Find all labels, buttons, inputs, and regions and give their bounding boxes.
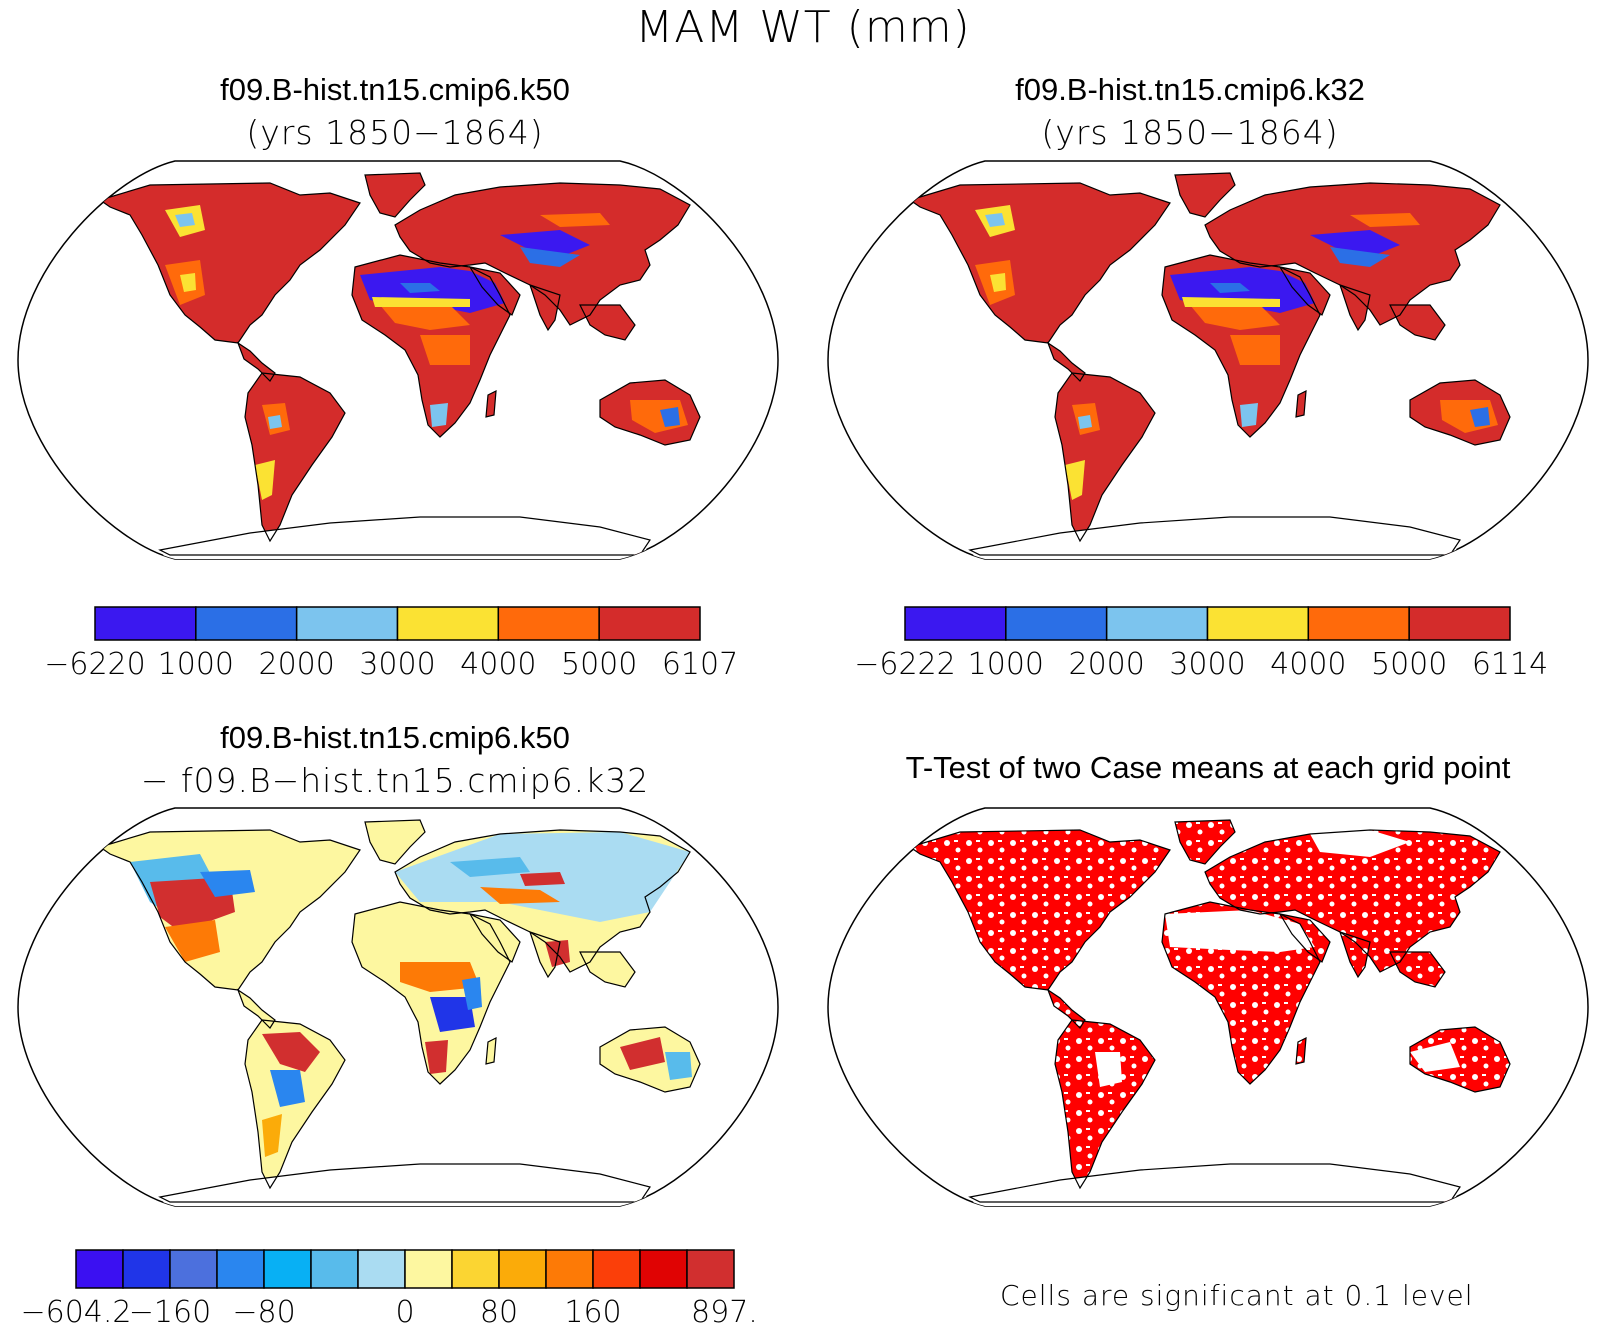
map-bottom-left [0,802,796,1217]
panel-bottom-right-title: T-Test of two Case means at each grid po… [905,750,1511,785]
colorbar-top-left-label-3: 3000 [359,647,435,682]
map-top-left [0,155,796,570]
colorbar-bottom-left-label-3: 0 [395,1295,414,1328]
colorbar-top-right-label-1: 1000 [968,647,1044,682]
significance-note: Cells are significant at 0.1 level [1000,1279,1474,1312]
colorbar-top-right-label-3: 3000 [1169,647,1245,682]
colorbar-bottom-left-swatch-5 [310,1249,359,1289]
colorbar-bottom-left-swatch-9 [498,1249,547,1289]
panel-bottom-left-subtitle: − f09.B−hist.tn15.cmip6.k32 [140,761,650,800]
colorbar-bottom-left-label-0: −604.2 [20,1295,131,1328]
colorbar-top-left-label-2: 2000 [258,647,334,682]
colorbar-bottom-left-swatch-2 [169,1249,218,1289]
figure-title: MAM WT (mm) [635,2,971,53]
colorbar-top-left-label-0: −6220 [44,647,145,682]
colorbar-bottom-left-label-4: 80 [480,1295,518,1328]
colorbar-top-left-swatch-0 [94,606,197,641]
colorbar-bottom-left-swatch-6 [357,1249,406,1289]
colorbar-top-left-label-4: 4000 [460,647,536,682]
colorbar-bottom-left-label-5: 160 [564,1295,621,1328]
colorbar-bottom-left-swatch-10 [545,1249,594,1289]
colorbar-bottom-left-label-1: −160 [129,1295,211,1328]
colorbar-top-right-label-6: 6114 [1472,647,1548,682]
colorbar-bottom-left-swatch-4 [263,1249,312,1289]
colorbar-top-left-swatch-3 [396,606,500,641]
colorbar-top-left: −6220 1000 2000 3000 4000 5000 6107 [44,606,738,682]
colorbar-top-left-swatch-2 [295,606,399,641]
map-top-right [810,155,1606,570]
panel-top-right-title: f09.B-hist.tn15.cmip6.k32 [1015,72,1365,107]
colorbar-bottom-left-swatch-12 [639,1249,688,1289]
colorbar-top-right-label-2: 2000 [1068,647,1144,682]
colorbar-top-right-swatch-5 [1408,606,1511,641]
colorbar-bottom-left-swatch-8 [451,1249,500,1289]
colorbar-bottom-left-swatch-0 [75,1249,124,1289]
map-bottom-right [810,802,1606,1217]
colorbar-top-right-swatch-4 [1307,606,1410,641]
colorbar-top-left-swatch-4 [497,606,600,641]
colorbar-bottom-left: −604.2−160 −80 0 80 160 897.7 [20,1249,760,1328]
panel-top-left-title: f09.B-hist.tn15.cmip6.k50 [220,72,570,107]
colorbar-bottom-left-swatch-1 [122,1249,171,1289]
colorbar-top-right-swatch-1 [1005,606,1108,641]
colorbar-bottom-left-swatch-7 [404,1249,453,1289]
colorbar-top-right-label-0: −6222 [854,647,955,682]
colorbar-bottom-left-swatch-13 [686,1249,735,1289]
colorbar-top-right-label-5: 5000 [1371,647,1447,682]
colorbar-top-right-swatch-2 [1105,606,1209,641]
colorbar-bottom-left-swatch-11 [592,1249,641,1289]
colorbar-top-right-swatch-0 [904,606,1007,641]
colorbar-top-right-label-4: 4000 [1270,647,1346,682]
colorbar-bottom-left-label-2: −80 [232,1295,295,1328]
panel-bottom-left-title: f09.B-hist.tn15.cmip6.k50 [220,720,570,755]
colorbar-top-left-label-6: 6107 [662,647,738,682]
colorbar-top-right: −6222 1000 2000 3000 4000 5000 6114 [854,606,1548,682]
colorbar-top-left-swatch-5 [598,606,701,641]
colorbar-bottom-left-label-6: 897.7 [691,1295,760,1328]
colorbar-top-left-swatch-1 [195,606,298,641]
colorbar-top-left-label-5: 5000 [561,647,637,682]
colorbar-bottom-left-swatch-3 [216,1249,265,1289]
colorbar-top-left-label-1: 1000 [158,647,234,682]
panel-top-right-subtitle: (yrs 1850−1864) [1041,113,1339,152]
colorbar-top-right-swatch-3 [1206,606,1310,641]
panel-top-left-subtitle: (yrs 1850−1864) [246,113,544,152]
